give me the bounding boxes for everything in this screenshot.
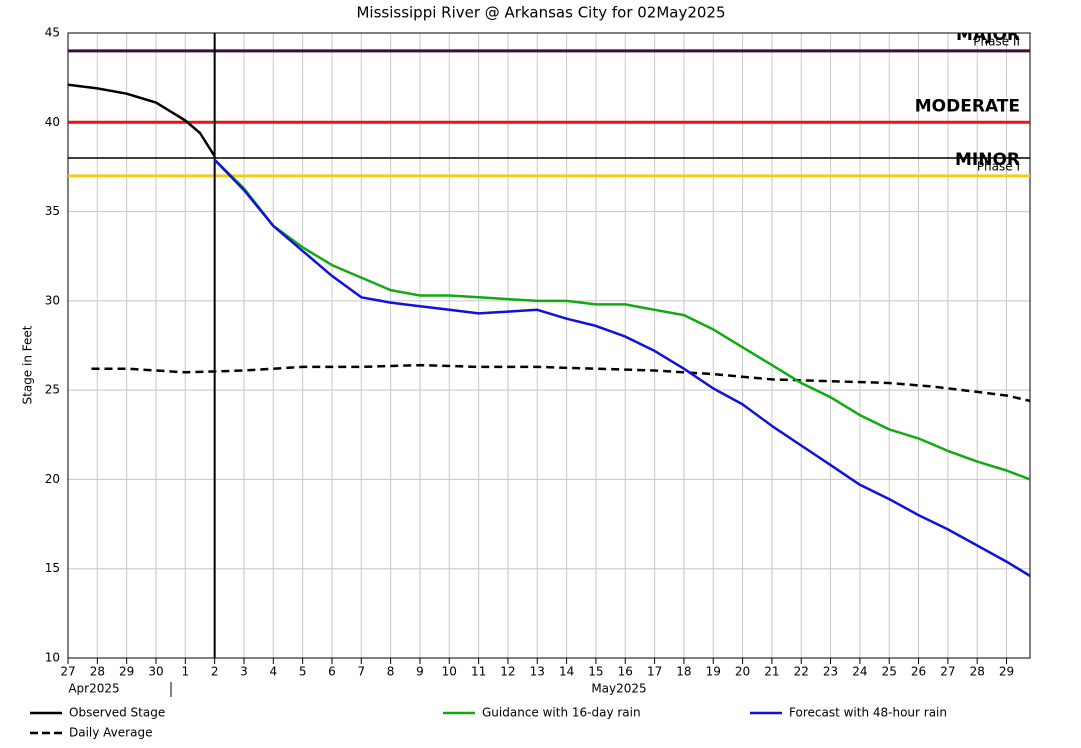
x-tick-label: 12 <box>500 665 515 679</box>
x-tick-label: 29 <box>999 665 1014 679</box>
y-tick-label: 15 <box>45 561 60 575</box>
x-tick-label: 27 <box>60 665 75 679</box>
x-tick-label: 24 <box>852 665 867 679</box>
x-tick-label: 13 <box>530 665 545 679</box>
x-tick-label: 2 <box>211 665 219 679</box>
x-tick-label: 22 <box>794 665 809 679</box>
x-tick-label: 23 <box>823 665 838 679</box>
month-label: Apr2025 <box>68 682 119 696</box>
x-tick-label: 11 <box>471 665 486 679</box>
x-tick-label: 26 <box>911 665 926 679</box>
month-label: May2025 <box>591 682 646 696</box>
series-line <box>213 158 1030 481</box>
x-tick-label: 17 <box>647 665 662 679</box>
y-tick-label: 10 <box>45 651 60 665</box>
y-tick-label: 25 <box>45 383 60 397</box>
plot-frame <box>67 32 1031 659</box>
y-tick-label: 35 <box>45 204 60 218</box>
y-tick-label: 20 <box>45 472 60 486</box>
y-tick-label: 30 <box>45 293 60 307</box>
x-tick-label: 19 <box>706 665 721 679</box>
flood-level-label: MAJOR <box>956 25 1020 45</box>
x-tick-label: 20 <box>735 665 750 679</box>
x-tick-label: 18 <box>676 665 691 679</box>
series-line <box>213 158 1030 577</box>
x-tick-label: 10 <box>442 665 457 679</box>
x-tick-label: 29 <box>119 665 134 679</box>
legend: Observed Stage Daily Average Guidance with… <box>30 706 947 740</box>
y-tick-label: 45 <box>45 26 60 40</box>
x-tick-label: 15 <box>588 665 603 679</box>
x-tick-label: 28 <box>970 665 985 679</box>
x-tick-label: 1 <box>181 665 189 679</box>
x-tick-label: 16 <box>618 665 633 679</box>
x-tick-label: 4 <box>269 665 277 679</box>
y-tick-label: 40 <box>45 115 60 129</box>
x-tick-label: 28 <box>90 665 105 679</box>
phase-label: Phase I <box>977 159 1020 173</box>
legend-label: Forecast with 48-hour rain <box>789 706 947 720</box>
x-tick-label: 8 <box>387 665 395 679</box>
x-tick-label: 3 <box>240 665 248 679</box>
chart-title: Mississippi River @ Arkansas City for 02… <box>356 4 725 22</box>
x-tick-label: 25 <box>882 665 897 679</box>
flood-level-label: MODERATE <box>915 96 1020 116</box>
legend-label: Daily Average <box>69 726 152 740</box>
x-tick-label: 27 <box>940 665 955 679</box>
y-axis-label: Stage in Feet <box>21 325 35 404</box>
x-tick-label: 6 <box>328 665 336 679</box>
legend-label: Observed Stage <box>69 706 165 720</box>
series-line <box>68 83 216 157</box>
legend-label: Guidance with 16-day rain <box>482 706 641 720</box>
x-tick-label: 21 <box>764 665 779 679</box>
x-tick-label: 7 <box>357 665 365 679</box>
x-tick-label: 5 <box>299 665 307 679</box>
x-tick-label: 14 <box>559 665 574 679</box>
x-tick-label: 9 <box>416 665 424 679</box>
x-tick-label: 30 <box>148 665 163 679</box>
phase-label: Phase II <box>973 34 1020 48</box>
flood-level-label: MINOR <box>955 150 1020 170</box>
